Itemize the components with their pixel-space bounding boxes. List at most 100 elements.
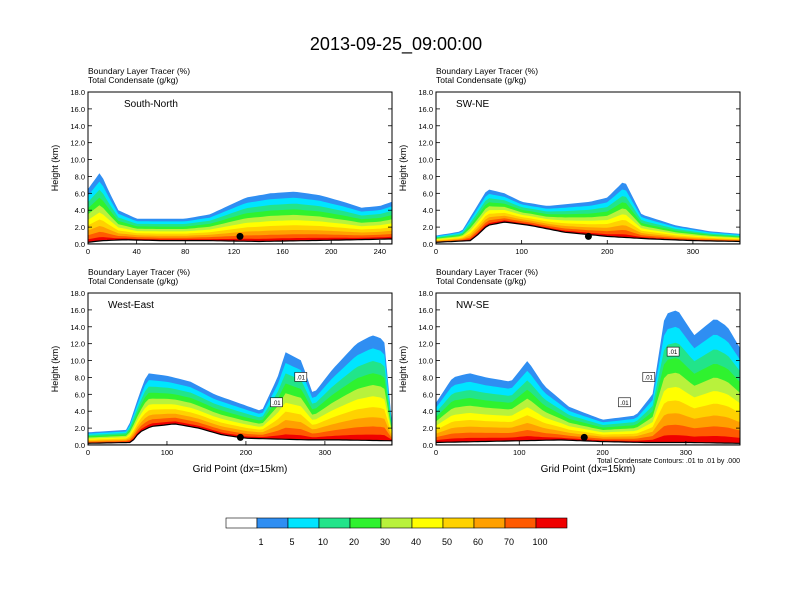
colorbar-label: 20	[349, 537, 359, 547]
colorbar-swatch	[442, 517, 475, 529]
y-tick-label: 0.0	[75, 441, 85, 450]
contour-label-box	[666, 346, 680, 357]
y-tick-label: 16.0	[70, 306, 85, 315]
colorbar-swatch	[535, 517, 568, 529]
colorbar-label: 30	[380, 537, 390, 547]
panel-header-tracer: Boundary Layer Tracer (%)	[436, 66, 538, 76]
panel-west-east: .01 .01 0.0 2.0 4.0 6.0 8.0 10.0 12.0 14.0 16.0 18.…	[50, 267, 393, 475]
y-tick-label: 6.0	[423, 189, 433, 198]
y-tick-label: 8.0	[423, 172, 433, 181]
y-tick-label: 14.0	[70, 323, 85, 332]
plot-frame	[87, 91, 393, 245]
tracer-band-10	[436, 220, 740, 243]
tracer-band-10	[88, 421, 392, 444]
x-tick-label: 200	[240, 448, 253, 457]
colorbar-label: 5	[289, 537, 294, 547]
panel-south-north: 0.0 2.0 4.0 6.0 8.0 10.0 12.0 14.0 16.0 18.0 0 40 80…	[50, 66, 393, 256]
figure-title: 2013-09-25_09:00:00	[310, 34, 482, 55]
x-axis-label: Grid Point (dx=15km)	[541, 464, 636, 475]
plot-area: .01 .01 .01	[436, 293, 740, 445]
panel-header-tracer: Boundary Layer Tracer (%)	[88, 267, 190, 277]
panel-title: NW-SE	[456, 300, 489, 311]
contour-label-box	[294, 372, 308, 382]
panel-header-tracer: Boundary Layer Tracer (%)	[88, 66, 190, 76]
y-tick-label: 16.0	[70, 105, 85, 114]
panel-header-condensate: Total Condensate (g/kg)	[88, 276, 178, 286]
colorbar-swatch	[225, 517, 258, 529]
location-marker	[236, 433, 244, 441]
location-marker	[584, 232, 592, 240]
plot-frame	[87, 292, 393, 446]
x-tick-label: 100	[515, 247, 528, 256]
colorbar-label: 100	[532, 537, 547, 547]
plot-area	[88, 92, 392, 244]
plot-frame	[435, 91, 741, 245]
y-axis-label: Height (km)	[50, 346, 60, 393]
colorbar-label: 70	[504, 537, 514, 547]
terrain	[436, 439, 740, 445]
y-tick-label: 14.0	[70, 122, 85, 131]
y-tick-label: 10.0	[70, 156, 85, 165]
y-axis-label: Height (km)	[50, 145, 60, 192]
y-tick-label: 2.0	[75, 223, 85, 232]
colorbar-label: 10	[318, 537, 328, 547]
x-tick-label: 240	[374, 247, 387, 256]
colorbar-swatch	[411, 517, 444, 529]
x-tick-label: 300	[680, 448, 693, 457]
colorbar: 1 5 10 20 30 40 50 60 70 100	[225, 517, 568, 547]
panel-nw-se: .01 .01 .01 0.0 2.0 4.0 6.0 8.0 10.0 12.0 14.0 16.0…	[398, 267, 741, 475]
y-tick-label: 10.0	[418, 156, 433, 165]
colorbar-swatch	[318, 517, 351, 529]
panel-header-tracer: Boundary Layer Tracer (%)	[436, 267, 538, 277]
x-tick-label: 300	[687, 247, 700, 256]
panel-title: South-North	[124, 99, 178, 110]
x-tick-label: 200	[596, 448, 609, 457]
x-tick-label: 200	[601, 247, 614, 256]
y-tick-label: 6.0	[423, 390, 433, 399]
y-tick-label: 2.0	[423, 223, 433, 232]
plot-area: .01 .01	[88, 293, 392, 445]
x-tick-label: 200	[325, 247, 338, 256]
x-axis-label: Grid Point (dx=15km)	[193, 464, 288, 475]
colorbar-label: 40	[411, 537, 421, 547]
y-axis-label: Height (km)	[398, 346, 408, 393]
y-tick-label: 6.0	[75, 390, 85, 399]
x-tick-label: 80	[181, 247, 189, 256]
y-tick-label: 12.0	[70, 139, 85, 148]
panel-title: West-East	[108, 300, 154, 311]
y-tick-label: 0.0	[75, 240, 85, 249]
y-tick-label: 18.0	[418, 289, 433, 298]
x-tick-label: 100	[513, 448, 526, 457]
y-tick-label: 2.0	[75, 424, 85, 433]
location-marker	[580, 433, 588, 441]
y-tick-label: 8.0	[75, 172, 85, 181]
x-tick-label: 0	[434, 247, 438, 256]
contour-label-box	[618, 397, 631, 408]
colorbar-label: 1	[258, 537, 263, 547]
y-tick-label: 10.0	[70, 357, 85, 366]
tracer-band-10	[436, 435, 740, 444]
y-tick-label: 8.0	[423, 373, 433, 382]
plot-frame	[435, 292, 741, 446]
y-tick-label: 12.0	[418, 139, 433, 148]
y-tick-label: 6.0	[75, 189, 85, 198]
x-tick-label: 0	[86, 448, 90, 457]
y-tick-label: 4.0	[423, 407, 433, 416]
colorbar-swatch	[473, 517, 506, 529]
location-marker	[236, 232, 244, 240]
y-tick-label: 16.0	[418, 105, 433, 114]
y-tick-label: 18.0	[70, 289, 85, 298]
colorbar-swatch	[287, 517, 320, 529]
contour-label: .01	[669, 350, 678, 356]
contour-label: .01	[272, 401, 281, 407]
x-tick-label: 300	[319, 448, 332, 457]
panel-sw-ne: 0.0 2.0 4.0 6.0 8.0 10.0 12.0 14.0 16.0 18.0 0 100 2…	[398, 66, 741, 256]
y-tick-label: 4.0	[75, 206, 85, 215]
x-tick-label: 40	[132, 247, 140, 256]
panel-header-condensate: Total Condensate (g/kg)	[436, 75, 526, 85]
colorbar-label: 60	[473, 537, 483, 547]
y-tick-label: 8.0	[75, 373, 85, 382]
contour-label: .01	[297, 375, 306, 381]
contour-label-box	[642, 372, 656, 382]
